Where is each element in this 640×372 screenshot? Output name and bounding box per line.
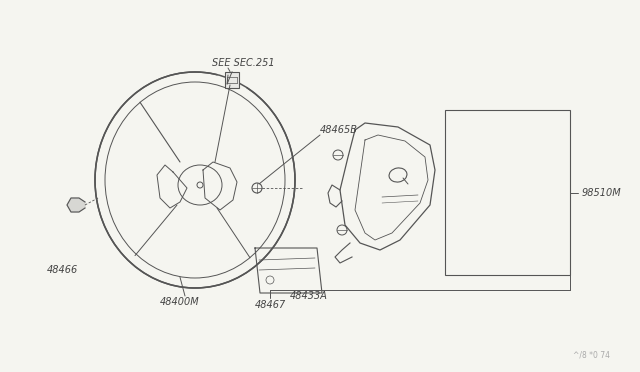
Polygon shape bbox=[67, 198, 85, 212]
Text: 48465B: 48465B bbox=[320, 125, 358, 135]
Text: SEE SEC.251: SEE SEC.251 bbox=[212, 58, 275, 68]
Bar bbox=[445, 110, 570, 275]
Text: 48433A: 48433A bbox=[290, 291, 328, 301]
Text: 98510M: 98510M bbox=[582, 187, 621, 198]
Text: 48466: 48466 bbox=[46, 265, 77, 275]
Text: 48467: 48467 bbox=[254, 300, 285, 310]
Text: 48400M: 48400M bbox=[160, 297, 200, 307]
FancyBboxPatch shape bbox=[225, 72, 239, 88]
Text: ^/8 *0 74: ^/8 *0 74 bbox=[573, 351, 610, 360]
